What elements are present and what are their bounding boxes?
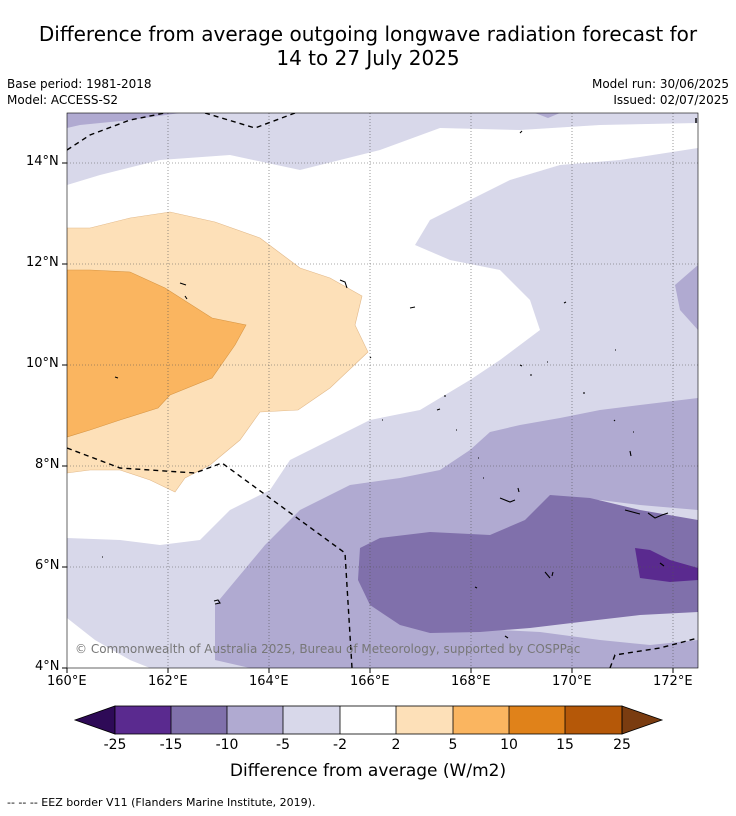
colorbar-swatch [283, 706, 340, 734]
colorbar-swatch [453, 706, 509, 734]
anomaly-region-pos5-10 [67, 269, 247, 438]
colorbar-swatch [171, 706, 227, 734]
plot-frame [66, 112, 699, 669]
colorbar-tick-label: 25 [613, 737, 631, 753]
model-name: Model: ACCESS-S2 [7, 93, 119, 107]
chart-title: Difference from average outgoing longwav… [0, 22, 736, 70]
colorbar-tick-label: -2 [333, 737, 347, 753]
x-tick-label: 172°E [653, 674, 693, 689]
islands [102, 130, 669, 639]
colorbar-tick-label: 15 [556, 737, 574, 753]
x-tick-label: 164°E [249, 674, 289, 689]
tick-marks [62, 162, 674, 673]
colorbar-swatch [340, 706, 396, 734]
graticule [67, 113, 698, 668]
colorbar-tick-label: -15 [159, 737, 183, 753]
issued-date: Issued: 02/07/2025 [613, 93, 729, 107]
anomaly-region-neg5-10-south [215, 398, 698, 668]
colorbar [73, 705, 664, 735]
anomaly-region-neg5-10-northeast [535, 113, 560, 118]
colorbar-tick-label: -10 [215, 737, 239, 753]
colorbar-tick-label: -5 [276, 737, 290, 753]
model-run: Model run: 30/06/2025 [591, 77, 729, 91]
colorbar-tick-label: 5 [448, 737, 458, 753]
y-tick-label: 12°N [26, 255, 59, 270]
colorbar-extend-high [621, 705, 664, 735]
title-line-2: 14 to 27 July 2025 [276, 46, 460, 70]
colorbar-tick-label: 2 [391, 737, 401, 753]
colorbar-tick-label: -25 [103, 737, 127, 753]
y-tick-label: 10°N [26, 356, 59, 371]
colorbar-swatch [396, 706, 453, 734]
x-tick-label: 160°E [47, 674, 87, 689]
y-tick-label: 14°N [26, 154, 59, 169]
title-line-1: Difference from average outgoing longwav… [38, 22, 698, 46]
x-tick-label: 166°E [350, 674, 390, 689]
eez-borders [67, 113, 698, 668]
colorbar-tick-label: 10 [500, 737, 518, 753]
colorbar-title: Difference from average (W/m2) [229, 761, 507, 781]
colorbar-swatch [565, 706, 622, 734]
anomaly-region-neg10-15 [358, 495, 698, 633]
anomaly-region-neg15-25 [635, 548, 698, 582]
meta-right: Model run: 30/06/2025 Issued: 02/07/2025 [592, 76, 729, 108]
y-tick-label: 6°N [35, 558, 60, 573]
anomaly-region-neg5-10-east [675, 265, 698, 330]
x-tick-label: 162°E [148, 674, 188, 689]
map-plot-area: © Commonwealth of Australia 2025, Bureau… [67, 113, 698, 668]
copyright-text: © Commonwealth of Australia 2025, Bureau… [75, 642, 580, 656]
colorbar-swatch [509, 706, 565, 734]
x-tick-label: 168°E [451, 674, 491, 689]
colorbar-swatch [115, 706, 171, 734]
y-tick-label: 4°N [35, 659, 60, 674]
base-period: Base period: 1981-2018 [7, 77, 152, 91]
meta-left: Base period: 1981-2018 Model: ACCESS-S2 [7, 76, 152, 108]
anomaly-region-neg5-10-north [67, 113, 180, 128]
colorbar-swatch [227, 706, 283, 734]
x-tick-label: 170°E [552, 674, 592, 689]
colorbar-extend-low [73, 705, 116, 735]
eez-footnote: -- -- -- EEZ border V11 (Flanders Marine… [7, 796, 316, 809]
y-tick-label: 8°N [35, 457, 60, 472]
anomaly-region-neg2-5-north [67, 113, 698, 185]
